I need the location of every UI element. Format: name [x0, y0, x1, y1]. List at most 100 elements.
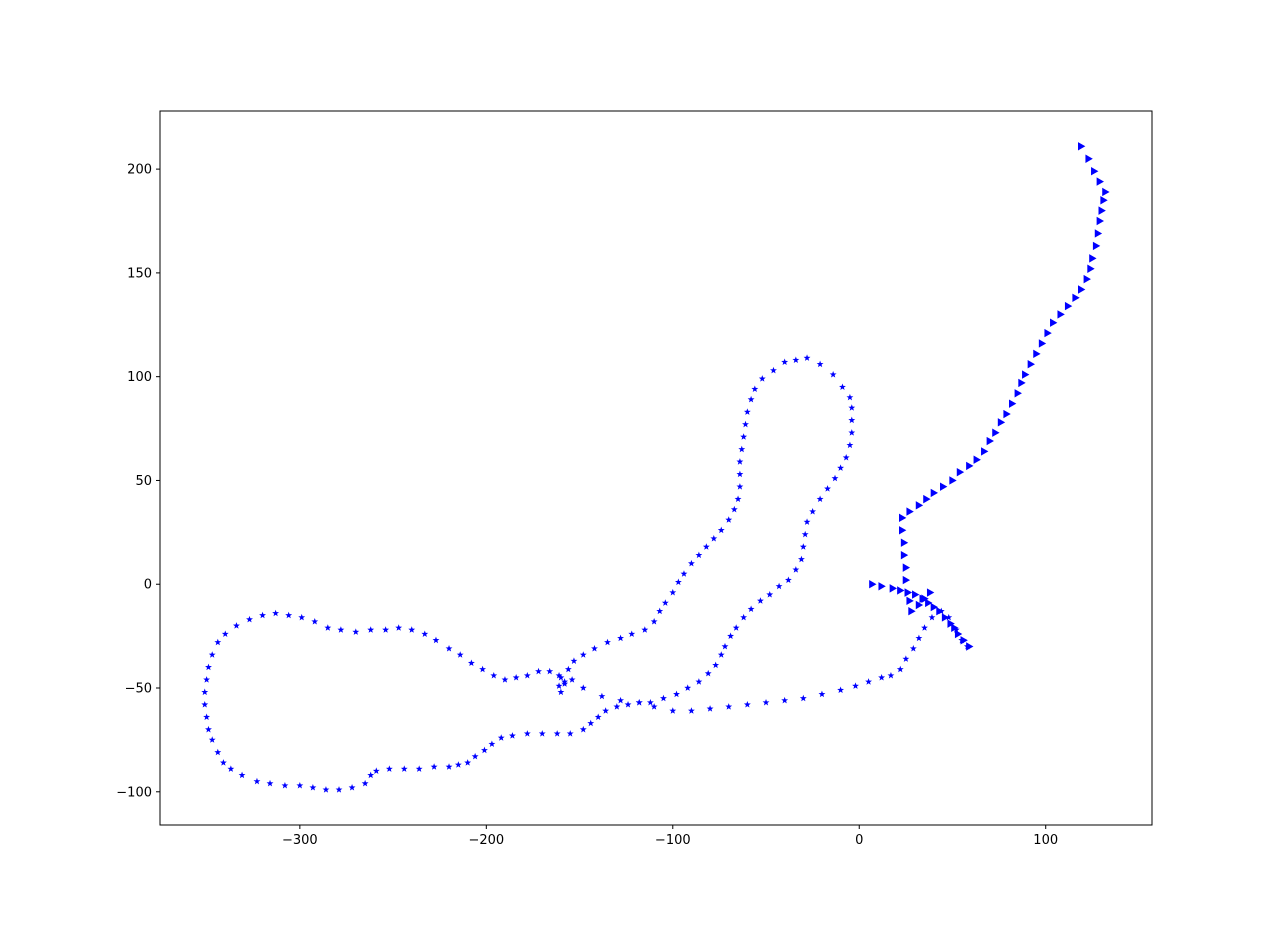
triangle-point-1-52: [1064, 301, 1073, 311]
star-point-0-3: [579, 684, 587, 691]
y-tick-label: −50: [125, 682, 152, 697]
triangle-point-1-31: [930, 488, 939, 498]
star-point-0-46: [669, 588, 677, 596]
star-point-0-27: [928, 613, 936, 621]
star-point-0-26: [921, 624, 928, 631]
star-point-0-47: [674, 578, 682, 586]
star-point-0-52: [710, 534, 718, 542]
data-marks: [201, 142, 1110, 793]
star-point-0-5: [617, 696, 624, 704]
star-point-0-106: [646, 698, 654, 706]
star-point-0-143: [219, 759, 227, 766]
triangle-point-1-41: [1003, 409, 1011, 419]
triangle-point-1-14: [960, 636, 968, 645]
star-point-0-150: [203, 676, 211, 683]
star-point-0-4: [598, 692, 606, 700]
star-point-0-59: [736, 458, 744, 465]
star-point-0-166: [382, 626, 390, 633]
star-point-0-25: [915, 634, 923, 642]
star-point-0-19: [865, 678, 872, 685]
triangle-point-1-1: [878, 582, 886, 591]
triangle-point-1-64: [1096, 177, 1104, 186]
triangle-point-1-11: [947, 619, 955, 628]
star-point-0-141: [238, 771, 246, 779]
triangle-point-1-25: [900, 538, 909, 547]
star-point-0-117: [523, 730, 531, 737]
plot-background: [160, 111, 1152, 825]
star-point-0-74: [846, 393, 854, 401]
star-point-0-0: [557, 688, 565, 696]
star-point-0-22: [896, 665, 904, 673]
triangle-point-1-12: [951, 623, 959, 633]
star-point-0-64: [747, 395, 755, 403]
star-point-0-66: [758, 375, 766, 382]
y-tick-label: 150: [127, 266, 152, 281]
star-point-0-144: [214, 748, 222, 756]
triangle-point-1-15: [966, 642, 974, 651]
star-point-0-13: [762, 698, 770, 706]
star-point-0-93: [757, 597, 764, 604]
x-tick-label: −300: [282, 833, 318, 848]
star-point-0-98: [721, 642, 729, 650]
triangle-point-1-5: [912, 590, 920, 599]
star-point-0-124: [454, 761, 462, 768]
star-point-0-107: [635, 698, 643, 706]
star-point-0-41: [628, 630, 636, 637]
star-point-0-72: [829, 371, 837, 378]
star-point-0-171: [445, 644, 453, 652]
star-point-0-161: [311, 617, 319, 625]
star-point-0-174: [479, 665, 487, 673]
star-point-0-68: [781, 358, 789, 366]
y-tick-label: 100: [127, 370, 152, 385]
triangle-point-1-18: [915, 600, 924, 610]
star-point-0-78: [846, 441, 854, 449]
triangle-point-1-7: [925, 598, 933, 608]
star-point-0-1: [561, 680, 569, 687]
star-point-0-155: [233, 622, 240, 629]
star-point-0-15: [799, 694, 807, 702]
triangle-point-1-20: [906, 596, 914, 606]
y-tick-label: 50: [135, 474, 152, 489]
triangle-point-1-66: [1085, 154, 1093, 163]
triangle-point-1-48: [1038, 339, 1047, 348]
star-point-0-76: [848, 416, 856, 424]
triangle-point-1-8: [930, 602, 939, 612]
star-point-0-87: [799, 543, 807, 550]
triangle-point-1-30: [923, 494, 931, 504]
triangle-point-1-63: [1102, 187, 1110, 197]
star-point-0-2: [568, 676, 576, 683]
y-axis: −100 −50 0 50 100 150 200: [116, 163, 160, 800]
triangle-point-1-43: [1014, 389, 1022, 398]
x-tick-label: −200: [468, 833, 504, 848]
triangle-point-1-17: [921, 594, 929, 603]
star-point-0-182: [561, 678, 569, 685]
star-point-0-71: [816, 360, 824, 368]
star-point-0-40: [617, 634, 624, 642]
star-point-0-133: [348, 784, 356, 791]
star-point-0-35: [564, 665, 572, 673]
star-point-0-101: [704, 669, 712, 677]
triangle-point-1-32: [940, 482, 948, 491]
star-point-0-8: [669, 707, 677, 714]
triangle-point-1-22: [902, 575, 911, 585]
star-point-0-111: [594, 713, 602, 720]
star-point-0-65: [751, 385, 759, 393]
star-point-0-11: [725, 703, 733, 710]
triangle-point-1-53: [1072, 293, 1080, 303]
star-point-0-79: [842, 454, 850, 461]
triangle-point-1-67: [1077, 142, 1086, 151]
star-point-0-158: [272, 609, 280, 617]
star-point-0-167: [395, 624, 403, 631]
triangle-point-1-23: [902, 563, 911, 572]
star-point-0-168: [408, 626, 416, 633]
star-point-0-37: [579, 651, 587, 658]
star-point-0-113: [579, 725, 587, 733]
star-point-0-83: [816, 495, 824, 503]
triangle-point-1-0: [869, 580, 877, 589]
star-point-0-112: [587, 719, 595, 727]
star-point-0-56: [734, 495, 742, 503]
star-point-0-23: [902, 655, 910, 662]
star-point-0-58: [736, 470, 744, 478]
star-point-0-169: [421, 630, 429, 637]
triangle-point-1-38: [986, 436, 994, 446]
